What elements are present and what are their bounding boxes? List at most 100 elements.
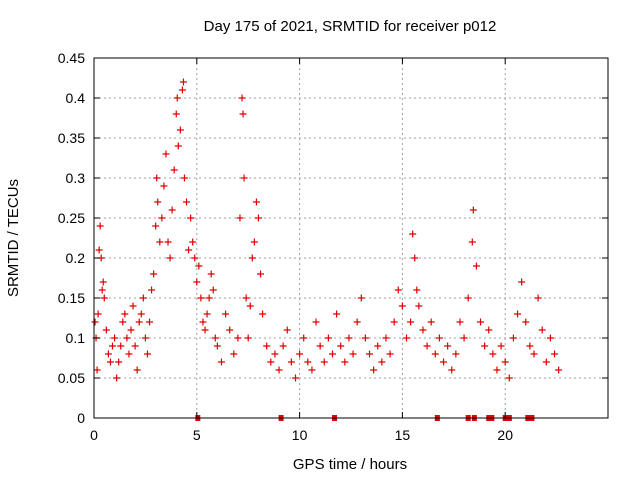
data-point: [187, 214, 195, 222]
data-point: [456, 318, 464, 326]
data-point: [162, 150, 170, 158]
data-point: [115, 358, 123, 366]
y-tick-label: 0.05: [58, 370, 85, 386]
data-point: [109, 342, 117, 350]
x-tick-label: 15: [395, 427, 411, 443]
data-point: [263, 342, 271, 350]
data-point: [125, 350, 133, 358]
data-point: [254, 214, 262, 222]
data-point: [320, 358, 328, 366]
data-point: [203, 310, 211, 318]
data-point: [349, 350, 357, 358]
data-point: [522, 318, 530, 326]
axis-ticks: [93, 57, 608, 419]
y-tick-label: 0.3: [66, 170, 86, 186]
y-tick-label: 0.2: [66, 250, 86, 266]
tick-labels: 0 0.05 0.1 0.15 0.2 0.25 0.3 0.35 0.4 0.45 0 5 10 15 2…: [58, 50, 513, 443]
y-tick-label: 0: [77, 410, 85, 426]
data-point: [530, 350, 538, 358]
data-point: [170, 166, 178, 174]
data-point: [104, 350, 112, 358]
data-point: [514, 310, 522, 318]
data-point: [440, 358, 448, 366]
data-point: [201, 326, 209, 334]
data-point: [209, 286, 217, 294]
data-point: [337, 342, 345, 350]
data-point: [312, 318, 320, 326]
data-point: [238, 94, 246, 102]
data-point: [534, 294, 542, 302]
data-point: [121, 310, 129, 318]
data-point: [444, 342, 452, 350]
data-point: [489, 350, 497, 358]
data-point: [185, 246, 193, 254]
data-point: [133, 366, 141, 374]
data-point: [141, 334, 149, 342]
y-tick-label: 0.15: [58, 290, 85, 306]
data-point: [213, 342, 221, 350]
data-point: [173, 94, 181, 102]
data-point: [191, 254, 199, 262]
data-point: [370, 366, 378, 374]
data-point: [248, 254, 256, 262]
data-point: [153, 174, 161, 182]
data-point: [267, 358, 275, 366]
data-point: [271, 350, 279, 358]
data-point: [551, 350, 559, 358]
data-point: [230, 350, 238, 358]
data-point: [505, 374, 513, 382]
data-point: [189, 238, 197, 246]
data-point: [156, 238, 164, 246]
x-tick-label: 0: [90, 427, 98, 443]
data-point: [250, 238, 258, 246]
data-point: [164, 238, 172, 246]
data-point: [152, 222, 160, 230]
data-point: [382, 334, 390, 342]
data-point: [361, 334, 369, 342]
data-point: [183, 198, 191, 206]
data-point: [291, 374, 299, 382]
data-point: [308, 366, 316, 374]
data-point: [283, 326, 291, 334]
data-point: [242, 294, 250, 302]
data-point: [398, 302, 406, 310]
data-point: [259, 310, 267, 318]
data-point: [123, 334, 131, 342]
data-point: [195, 262, 203, 270]
data-point: [415, 302, 423, 310]
x-tick-label: 10: [292, 427, 308, 443]
data-point: [222, 310, 230, 318]
data-point: [353, 318, 361, 326]
data-point: [166, 254, 174, 262]
data-point: [102, 326, 110, 334]
x-tick-label: 5: [193, 427, 201, 443]
plot-frame: [93, 57, 609, 419]
data-point: [197, 294, 205, 302]
data-point: [493, 366, 501, 374]
data-point: [257, 270, 265, 278]
y-tick-label: 0.25: [58, 210, 85, 226]
data-point: [374, 342, 382, 350]
data-point: [542, 358, 550, 366]
data-point: [93, 366, 101, 374]
data-point: [234, 334, 242, 342]
data-point: [176, 126, 184, 134]
data-points: [91, 78, 563, 421]
data-point: [287, 358, 295, 366]
data-point: [469, 206, 477, 214]
data-point: [95, 246, 103, 254]
data-point: [146, 318, 154, 326]
data-point: [143, 350, 151, 358]
data-point: [316, 342, 324, 350]
data-point: [94, 310, 102, 318]
data-point: [403, 334, 411, 342]
data-point: [113, 374, 121, 382]
data-point: [413, 286, 421, 294]
data-point: [137, 310, 145, 318]
data-point: [246, 302, 254, 310]
data-point: [300, 334, 308, 342]
data-point: [91, 318, 99, 326]
data-point: [518, 278, 526, 286]
data-point: [333, 310, 341, 318]
data-point: [135, 318, 143, 326]
